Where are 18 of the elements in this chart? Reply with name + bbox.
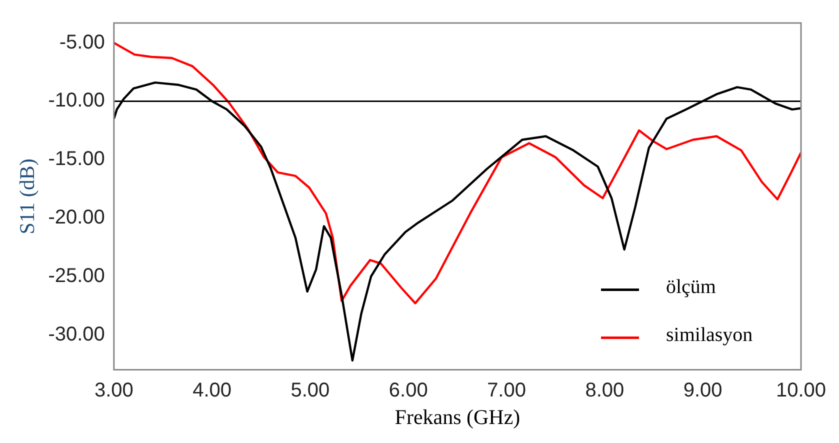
- x-axis-title: Frekans (GHz): [394, 404, 520, 429]
- y-tick-label: -15.00: [48, 148, 105, 170]
- x-tick-label: 3.00: [94, 379, 134, 402]
- x-tick-label: 7.00: [487, 379, 526, 402]
- legend-label: ölçüm: [666, 276, 716, 298]
- x-tick-label: 5.00: [290, 379, 330, 402]
- y-tick-label: -30.00: [48, 323, 105, 346]
- x-tick-label: 9.00: [683, 379, 722, 402]
- x-tick-label: 10.00: [776, 379, 826, 402]
- legend-label: similasyon: [666, 324, 753, 346]
- x-tick-label: 8.00: [585, 379, 624, 402]
- x-tick-label: 4.00: [192, 379, 232, 402]
- y-tick-label: -25.00: [48, 264, 105, 287]
- y-tick-label: -20.00: [48, 206, 105, 229]
- x-tick-label: 6.00: [388, 379, 428, 402]
- y-axis-title: S11 (dB): [15, 158, 40, 234]
- y-tick-label: -10.00: [48, 90, 105, 112]
- y-tick-label: -5.00: [59, 31, 105, 54]
